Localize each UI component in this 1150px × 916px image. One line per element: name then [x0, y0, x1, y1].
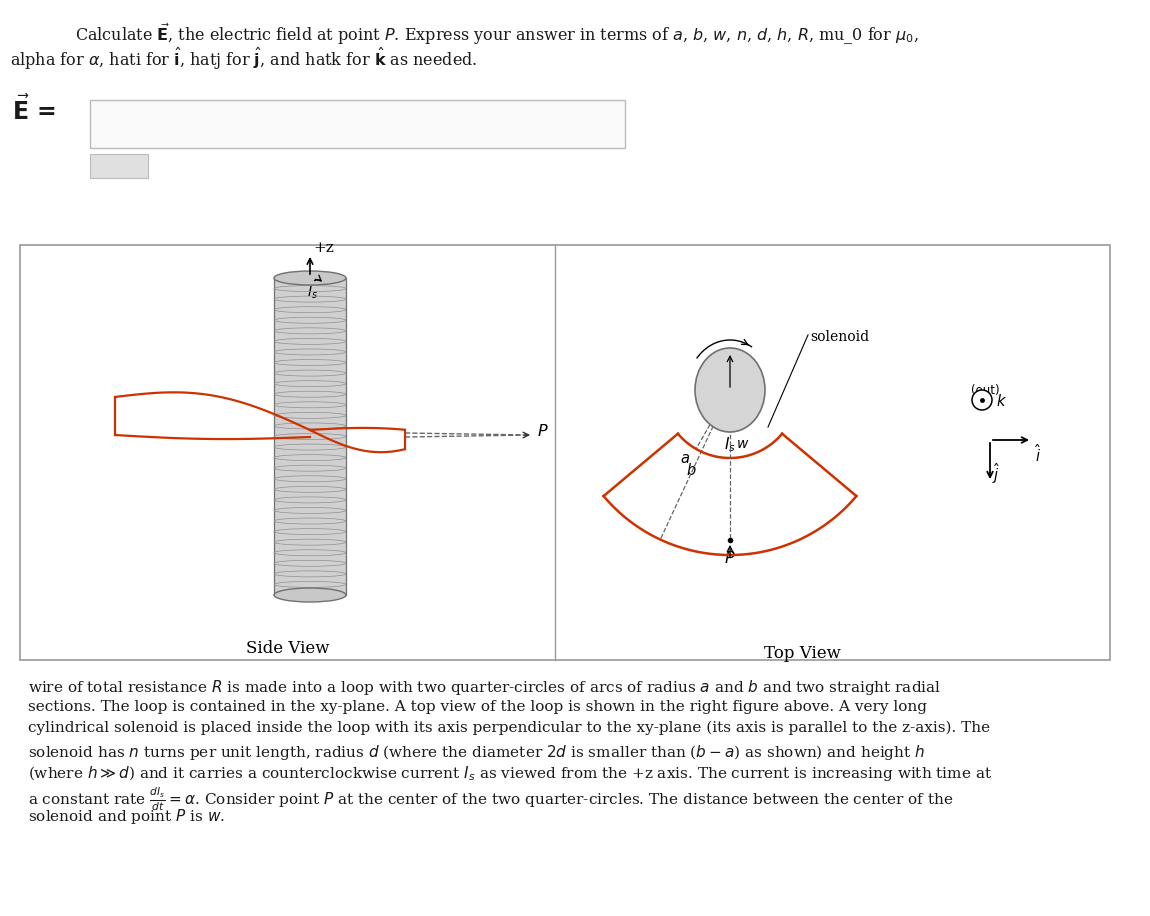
Text: cylindrical solenoid is placed inside the loop with its axis perpendicular to th: cylindrical solenoid is placed inside th…: [28, 721, 990, 736]
Text: a constant rate $\frac{dI_s}{dt} = \alpha$. Consider point $P$ at the center of : a constant rate $\frac{dI_s}{dt} = \alph…: [28, 786, 953, 813]
Text: $d$: $d$: [734, 360, 744, 374]
Text: $\vec{\mathbf{E}}$ =: $\vec{\mathbf{E}}$ =: [12, 95, 55, 125]
Text: $k$: $k$: [996, 393, 1007, 409]
Text: solenoid has $n$ turns per unit length, radius $d$ (where the diameter $2d$ is s: solenoid has $n$ turns per unit length, …: [28, 743, 925, 761]
Text: $I_s$: $I_s$: [724, 435, 736, 454]
Text: wire of total resistance $R$ is made into a loop with two quarter-circles of arc: wire of total resistance $R$ is made int…: [28, 678, 941, 697]
Bar: [20, 245, 1110, 660]
Text: $\hat{j}$: $\hat{j}$: [992, 461, 1000, 486]
Ellipse shape: [274, 588, 346, 602]
Text: solenoid: solenoid: [810, 330, 869, 344]
Bar: [90, 100, 624, 148]
Text: $w$: $w$: [736, 437, 750, 451]
Text: Side View: Side View: [246, 640, 329, 657]
Text: solenoid and point $P$ is $w$.: solenoid and point $P$ is $w$.: [28, 807, 225, 826]
Text: $P$: $P$: [537, 422, 549, 440]
Ellipse shape: [274, 271, 346, 285]
Text: $I_s$: $I_s$: [307, 285, 317, 301]
Text: (where $h \gg d$) and it carries a counterclockwise current $I_s$ as viewed from: (where $h \gg d$) and it carries a count…: [28, 764, 992, 783]
Text: $P$: $P$: [724, 550, 736, 567]
Text: sections. The loop is contained in the xy-plane. A top view of the loop is shown: sections. The loop is contained in the x…: [28, 700, 927, 714]
Ellipse shape: [695, 348, 765, 432]
Text: (out): (out): [971, 384, 999, 397]
Bar: [274, 278, 346, 595]
Text: +z: +z: [313, 241, 333, 255]
Text: Calculate $\vec{\mathbf{E}}$, the electric field at point $P$. Express your answ: Calculate $\vec{\mathbf{E}}$, the electr…: [75, 22, 919, 48]
Text: alpha for $\alpha$, hati for $\hat{\mathbf{i}}$, hatj for $\hat{\mathbf{j}}$, an: alpha for $\alpha$, hati for $\hat{\math…: [10, 46, 477, 72]
Circle shape: [972, 390, 992, 410]
Text: $\hat{i}$: $\hat{i}$: [1035, 443, 1042, 464]
Text: Top View: Top View: [764, 645, 841, 662]
Bar: [90, 154, 148, 178]
Text: $a$: $a$: [681, 452, 690, 466]
Text: $b$: $b$: [685, 462, 696, 478]
